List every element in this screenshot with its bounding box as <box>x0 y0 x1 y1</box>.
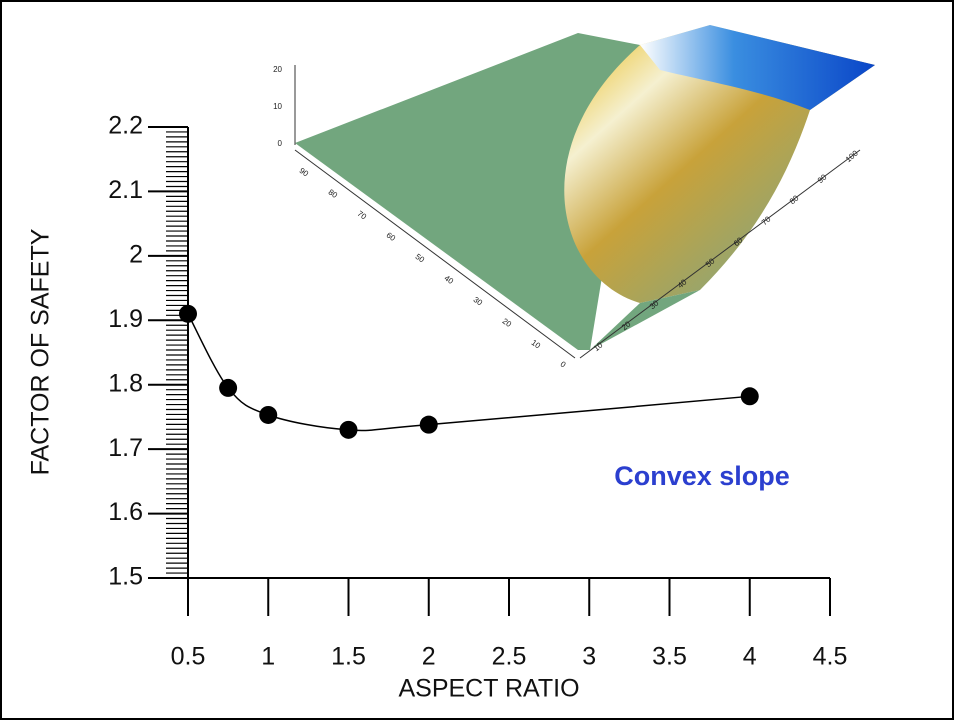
y-tick-label: 1.6 <box>108 498 143 526</box>
data-point <box>420 416 438 434</box>
y-tick-label: 2 <box>129 240 143 268</box>
inset-tick-label: 100 <box>844 148 860 164</box>
y-axis-label: FACTOR OF SAFETY <box>27 228 55 475</box>
x-axis-label: ASPECT RATIO <box>398 675 579 703</box>
data-point <box>340 421 358 439</box>
inset-tick-label: 40 <box>443 273 456 286</box>
inset-tick-label: 30 <box>472 295 485 308</box>
inset-tick-label: 80 <box>327 187 340 200</box>
x-tick-label: 2 <box>422 643 436 671</box>
inset-tick-label: 10 <box>273 102 282 111</box>
inset-tick-label: 20 <box>273 65 282 74</box>
x-tick-label: 3.5 <box>652 643 687 671</box>
y-tick-label: 1.7 <box>108 434 143 462</box>
inset-tick-label: 10 <box>530 338 543 351</box>
inset-tick-label: 60 <box>385 230 398 243</box>
inset-surface <box>295 25 875 358</box>
annotation: Convex slope <box>614 461 790 491</box>
x-tick-label: 1.5 <box>331 643 366 671</box>
y-tick-label: 1.5 <box>108 563 143 591</box>
y-tick-label: 2.2 <box>108 112 143 140</box>
y-tick-label: 1.9 <box>108 305 143 333</box>
inset-tick-label: 20 <box>501 316 514 329</box>
inset-tick-label: 50 <box>414 252 427 265</box>
y-tick-label: 2.1 <box>108 176 143 204</box>
inset-tick-label: 90 <box>298 166 311 179</box>
inset-tick-label: 70 <box>356 209 369 222</box>
x-tick-label: 0.5 <box>171 643 206 671</box>
x-tick-label: 2.5 <box>492 643 527 671</box>
chart: 2010090807060504030201001020304050607080… <box>0 0 954 720</box>
inset-tick-label: 0 <box>559 359 568 369</box>
x-tick-label: 1 <box>261 643 275 671</box>
inset-tick-label: 0 <box>278 139 283 148</box>
data-point <box>179 305 197 323</box>
data-point <box>259 406 277 424</box>
data-point <box>741 387 759 405</box>
x-tick-label: 3 <box>582 643 596 671</box>
y-tick-label: 1.8 <box>108 369 143 397</box>
x-tick-label: 4.5 <box>813 643 848 671</box>
x-tick-label: 4 <box>743 643 757 671</box>
data-point <box>219 379 237 397</box>
